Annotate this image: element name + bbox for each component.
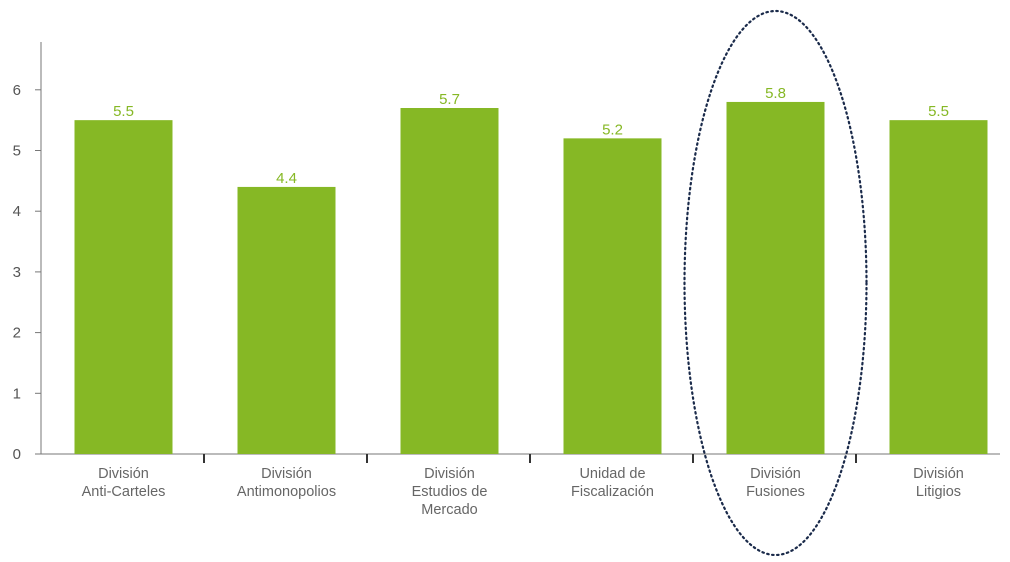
y-tick-label: 2	[13, 325, 21, 342]
highlight-annotation	[683, 9, 868, 557]
highlight-ellipse	[683, 9, 868, 557]
data-label: 5.5	[113, 103, 134, 120]
category-label: División	[424, 466, 475, 482]
value-labels: 5.5 4.4 5.7 5.2 5.8 5.5	[113, 85, 949, 187]
category-label: Unidad de	[579, 466, 645, 482]
x-axis	[41, 453, 1000, 463]
category-label: Fiscalización	[571, 484, 654, 500]
bar	[726, 101, 825, 454]
data-label: 5.2	[602, 121, 623, 138]
bars	[74, 101, 988, 455]
category-labels: División Anti-Carteles División Antimonopol…	[82, 466, 964, 518]
y-tick-label: 1	[13, 385, 21, 402]
bar	[237, 186, 336, 455]
y-tick-label: 0	[13, 446, 21, 463]
bar	[563, 138, 662, 455]
bar	[400, 108, 499, 454]
y-tick-label: 6	[13, 82, 21, 99]
category-label: Antimonopolios	[237, 484, 336, 500]
data-label: 5.7	[439, 91, 460, 108]
bar	[889, 120, 988, 455]
category-label: Litigios	[916, 484, 961, 500]
category-label: Mercado	[421, 502, 477, 518]
y-axis: 0 1 2 3 4 5 6	[13, 42, 42, 463]
data-label: 5.5	[928, 103, 949, 120]
y-tick-label: 5	[13, 143, 21, 160]
category-label: División	[261, 466, 312, 482]
y-tick-label: 4	[13, 203, 21, 220]
bar	[74, 120, 173, 455]
category-label: Fusiones	[746, 484, 805, 500]
category-label: Anti-Carteles	[82, 484, 166, 500]
data-label: 4.4	[276, 170, 297, 187]
category-label: División	[913, 466, 964, 482]
category-label: Estudios de	[412, 484, 488, 500]
data-label: 5.8	[765, 85, 786, 102]
category-label: División	[98, 466, 149, 482]
category-label: División	[750, 466, 801, 482]
y-tick-label: 3	[13, 264, 21, 281]
